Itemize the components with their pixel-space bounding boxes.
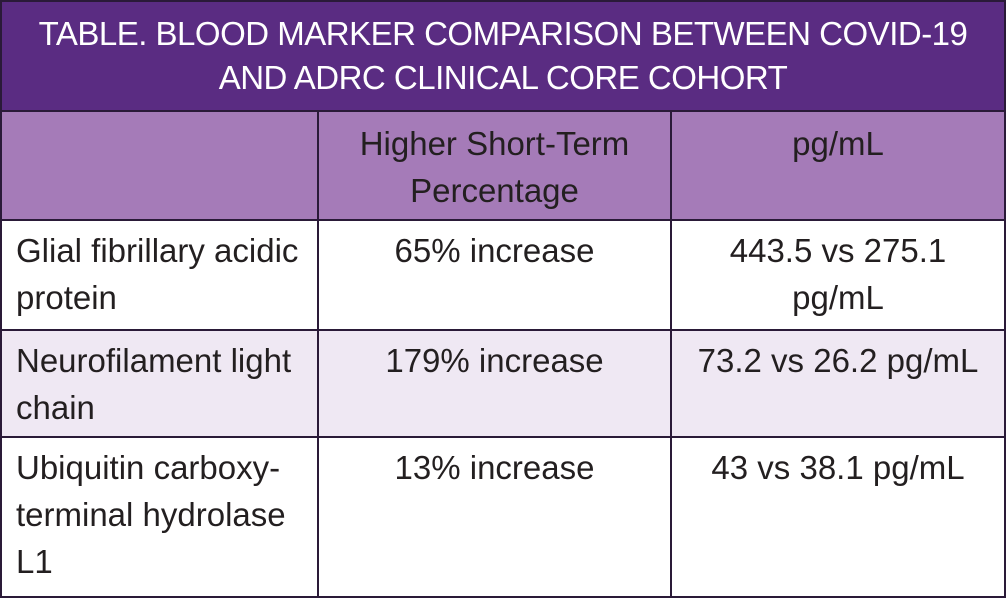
pgml-cell: 443.5 vs 275.1 pg/mL — [670, 219, 1004, 331]
pgml-cell: 73.2 vs 26.2 pg/mL — [670, 329, 1004, 438]
blood-marker-table: Higher Short-Term Percentage pg/mL Glial… — [2, 112, 1004, 596]
pgml-cell: 43 vs 38.1 pg/mL — [670, 436, 1004, 596]
table-title-line-2: AND ADRC CLINICAL CORE COHORT — [218, 59, 788, 96]
percentage-cell: 179% increase — [317, 329, 672, 438]
table-title-line-1: TABLE. BLOOD MARKER COMPARISON BETWEEN C… — [38, 15, 968, 52]
percentage-cell: 13% increase — [317, 436, 672, 596]
percentage-cell: 65% increase — [317, 219, 672, 331]
header-cell-pgml: pg/mL — [670, 112, 1004, 221]
table-title-bar: TABLE. BLOOD MARKER COMPARISON BETWEEN C… — [2, 2, 1004, 112]
marker-cell: Ubiquitin carboxy-terminal hydrolase L1 — [2, 436, 319, 596]
header-row: Higher Short-Term Percentage pg/mL — [2, 112, 1004, 221]
table-row: Neurofilament light chain 179% increase … — [2, 329, 1004, 438]
header-cell-marker — [2, 112, 319, 221]
marker-cell: Neurofilament light chain — [2, 329, 319, 438]
header-cell-percentage: Higher Short-Term Percentage — [317, 112, 672, 221]
marker-cell: Glial fibrillary acidic protein — [2, 219, 319, 331]
table-row: Glial fibrillary acidic protein 65% incr… — [2, 219, 1004, 331]
table-row: Ubiquitin carboxy-terminal hydrolase L1 … — [2, 436, 1004, 596]
